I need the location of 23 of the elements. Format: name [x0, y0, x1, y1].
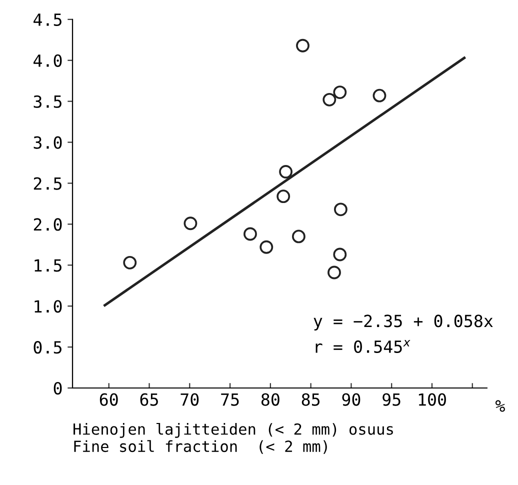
x-tick-label: 75: [221, 393, 239, 406]
x-tick-label: 100: [418, 393, 446, 406]
x-tick-label: 80: [261, 393, 280, 406]
y-tick-label: 1.5: [34, 259, 62, 272]
y-tick-label: 2.5: [34, 177, 62, 190]
x-tick-label: 90: [342, 393, 360, 406]
y-tick-label: 4.5: [34, 14, 62, 26]
x-axis-title: Hienojen lajitteiden (< 2 mm) osuus Fine soil fraction (< 2 mm): [74, 422, 393, 454]
y-tick-label: 0: [54, 382, 62, 395]
y-tick-label: 4.0: [34, 54, 62, 67]
y-tick-label: 2.0: [34, 218, 62, 231]
y-tick-label: 3.5: [34, 95, 62, 108]
x-tick-label: 65: [140, 393, 158, 406]
x-tick-label: 60: [100, 393, 118, 406]
x-tick-label: 85: [302, 393, 320, 406]
x-tick-label: 70: [180, 393, 199, 406]
annotation: r = 0.545$^{x}$: [316, 340, 410, 353]
x-tick-label: 95: [382, 393, 400, 406]
y-tick-label: 3.0: [34, 136, 62, 149]
y-tick-label: 1.0: [34, 300, 62, 313]
annotation: y = −2.35 + 0.058x: [314, 314, 493, 330]
text: %: [495, 400, 505, 412]
y-tick-label: 0.5: [34, 341, 62, 354]
